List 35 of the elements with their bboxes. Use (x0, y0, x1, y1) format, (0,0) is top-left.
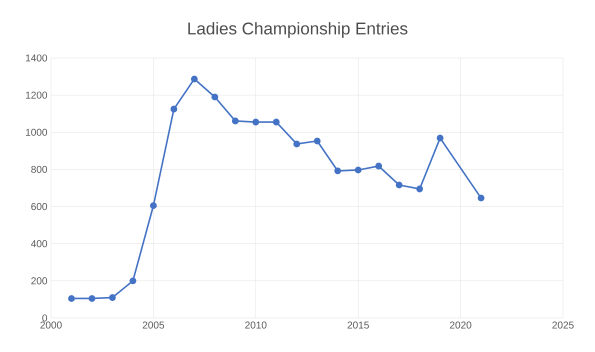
point (375, 162, 382, 170)
y-tick-label: 600 (31, 203, 48, 210)
x-tick-label: 2025 (552, 322, 574, 329)
chart-title: Ladies Championship Entries (188, 22, 408, 38)
point (190, 76, 198, 82)
point (396, 182, 403, 188)
point (68, 295, 75, 302)
x-tick-label: 2015 (348, 322, 369, 329)
point (416, 186, 424, 192)
y-tick-label: 400 (31, 240, 48, 248)
y-tick-label: 1000 (26, 128, 48, 136)
point (211, 94, 218, 100)
point (272, 118, 280, 126)
x-tick-label: 2000 (40, 322, 62, 329)
x-tick-label: 2010 (245, 322, 267, 329)
point (150, 202, 157, 210)
y-tick-label: 200 (31, 277, 48, 284)
x-tick-label: 2005 (142, 322, 164, 329)
point (314, 138, 321, 144)
point (478, 194, 484, 202)
y-tick-label: 1400 (26, 54, 48, 62)
point (252, 118, 260, 126)
y-tick-label: 1200 (26, 92, 48, 99)
y-tick-label: 0 (42, 314, 48, 322)
point (109, 294, 116, 301)
point (354, 166, 362, 174)
point (170, 106, 178, 112)
point (88, 295, 96, 302)
y-tick-label: 800 (31, 166, 48, 173)
x-tick-label: 2020 (450, 322, 472, 329)
point (293, 140, 300, 148)
point (232, 118, 239, 124)
point (436, 134, 444, 142)
point (334, 168, 342, 174)
point (130, 277, 136, 284)
